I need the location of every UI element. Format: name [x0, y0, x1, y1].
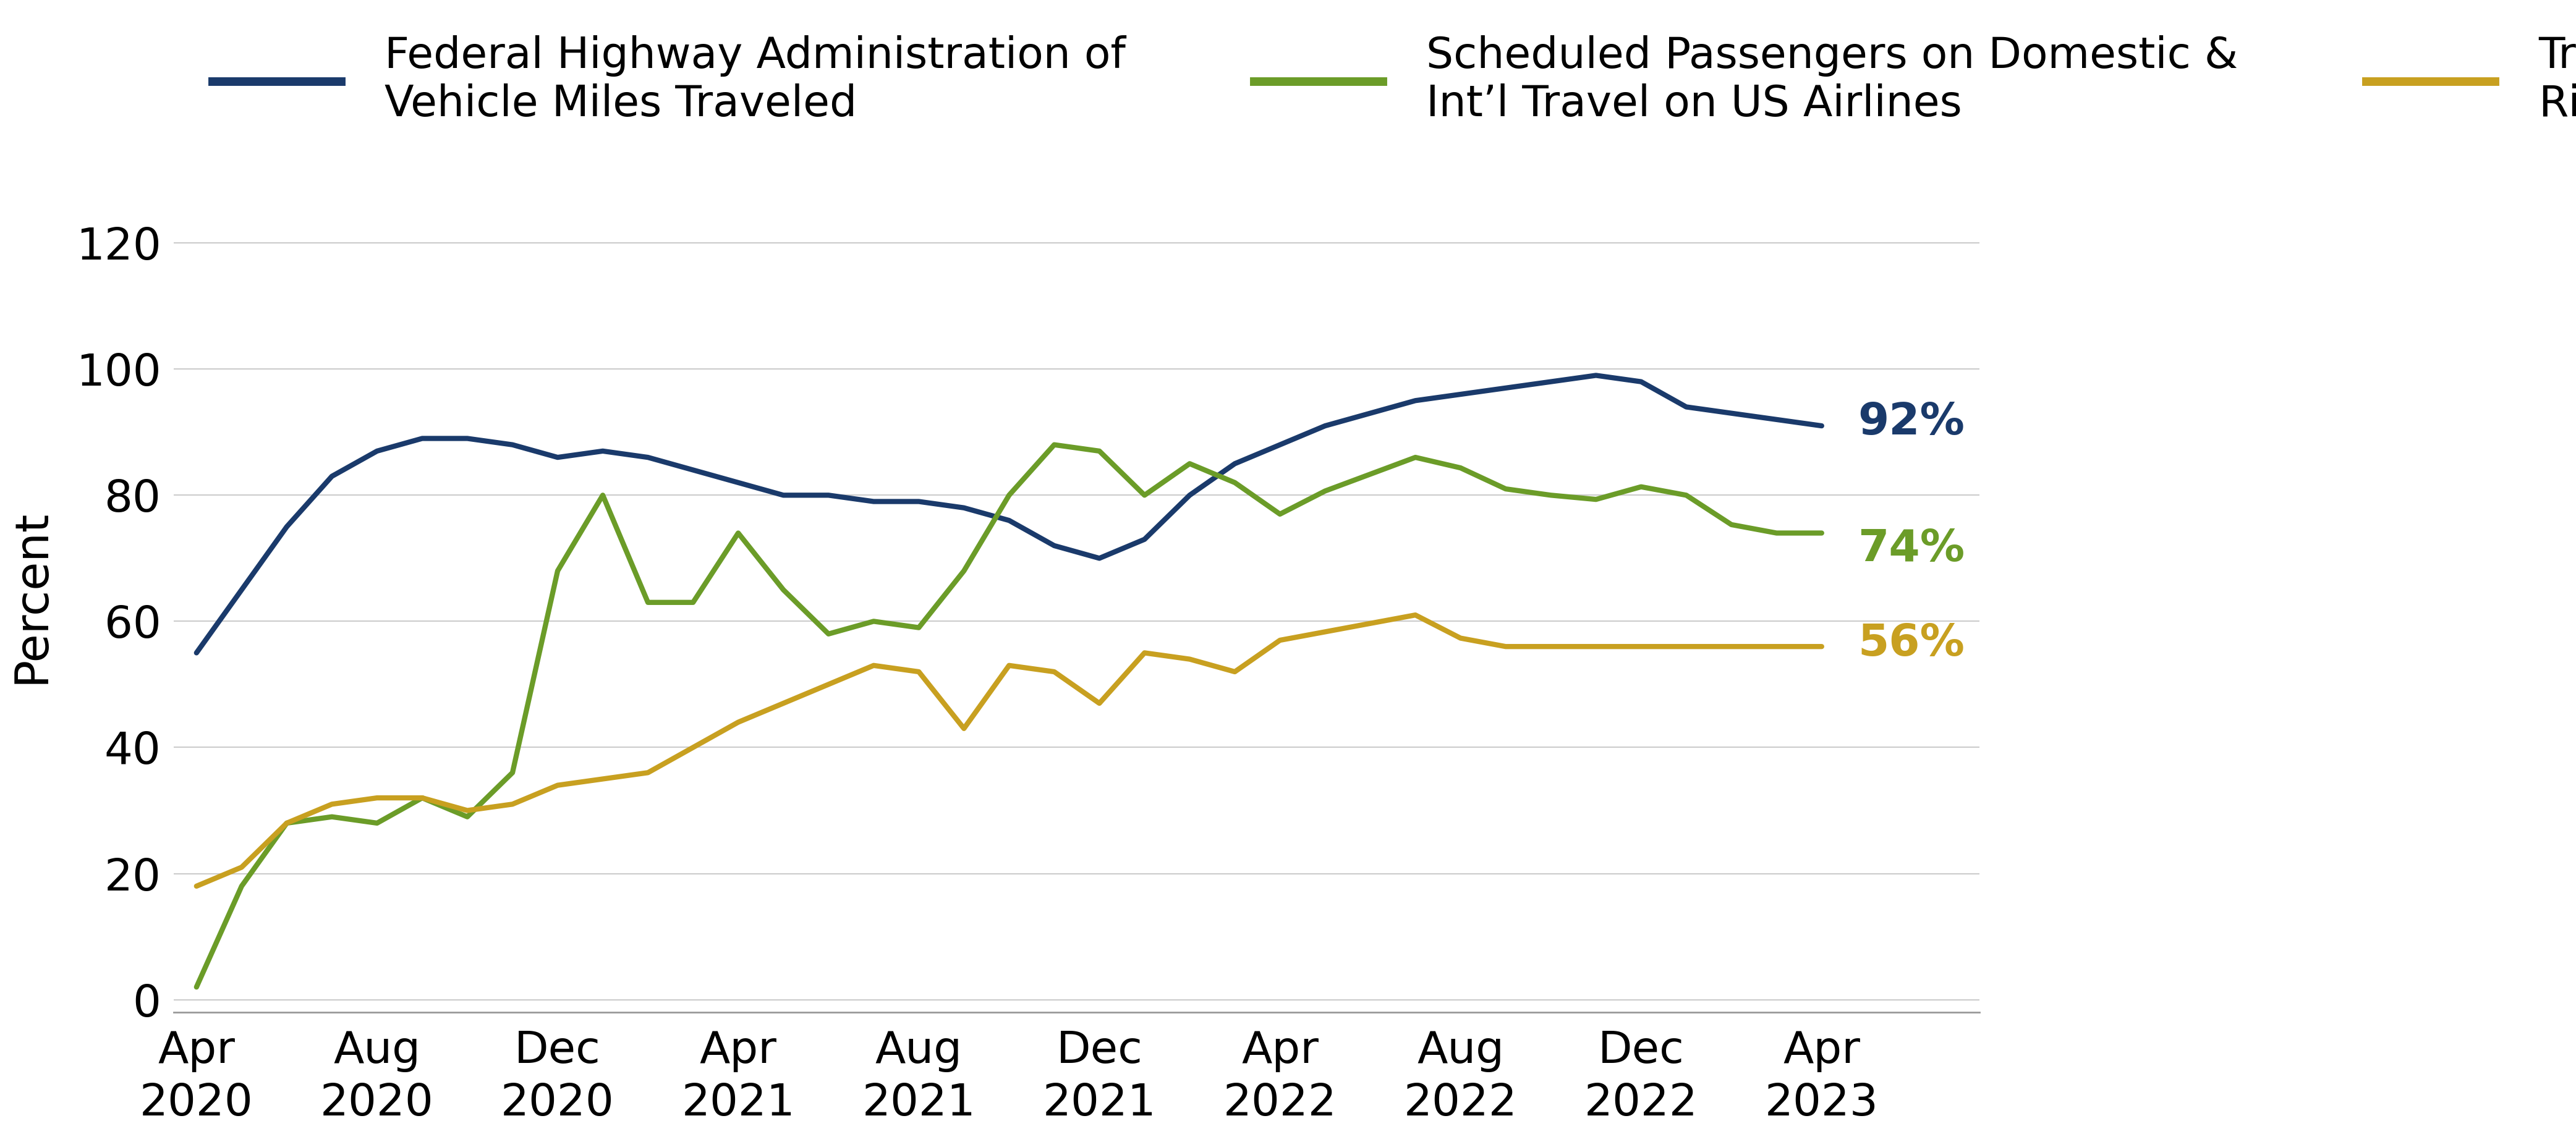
Legend: Federal Highway Administration of
Vehicle Miles Traveled, Scheduled Passengers o: Federal Highway Administration of Vehicl… [196, 18, 2576, 142]
Y-axis label: Percent: Percent [10, 509, 54, 684]
Text: 56%: 56% [1857, 623, 1965, 665]
Text: 74%: 74% [1857, 527, 1965, 570]
Text: 92%: 92% [1857, 401, 1965, 445]
